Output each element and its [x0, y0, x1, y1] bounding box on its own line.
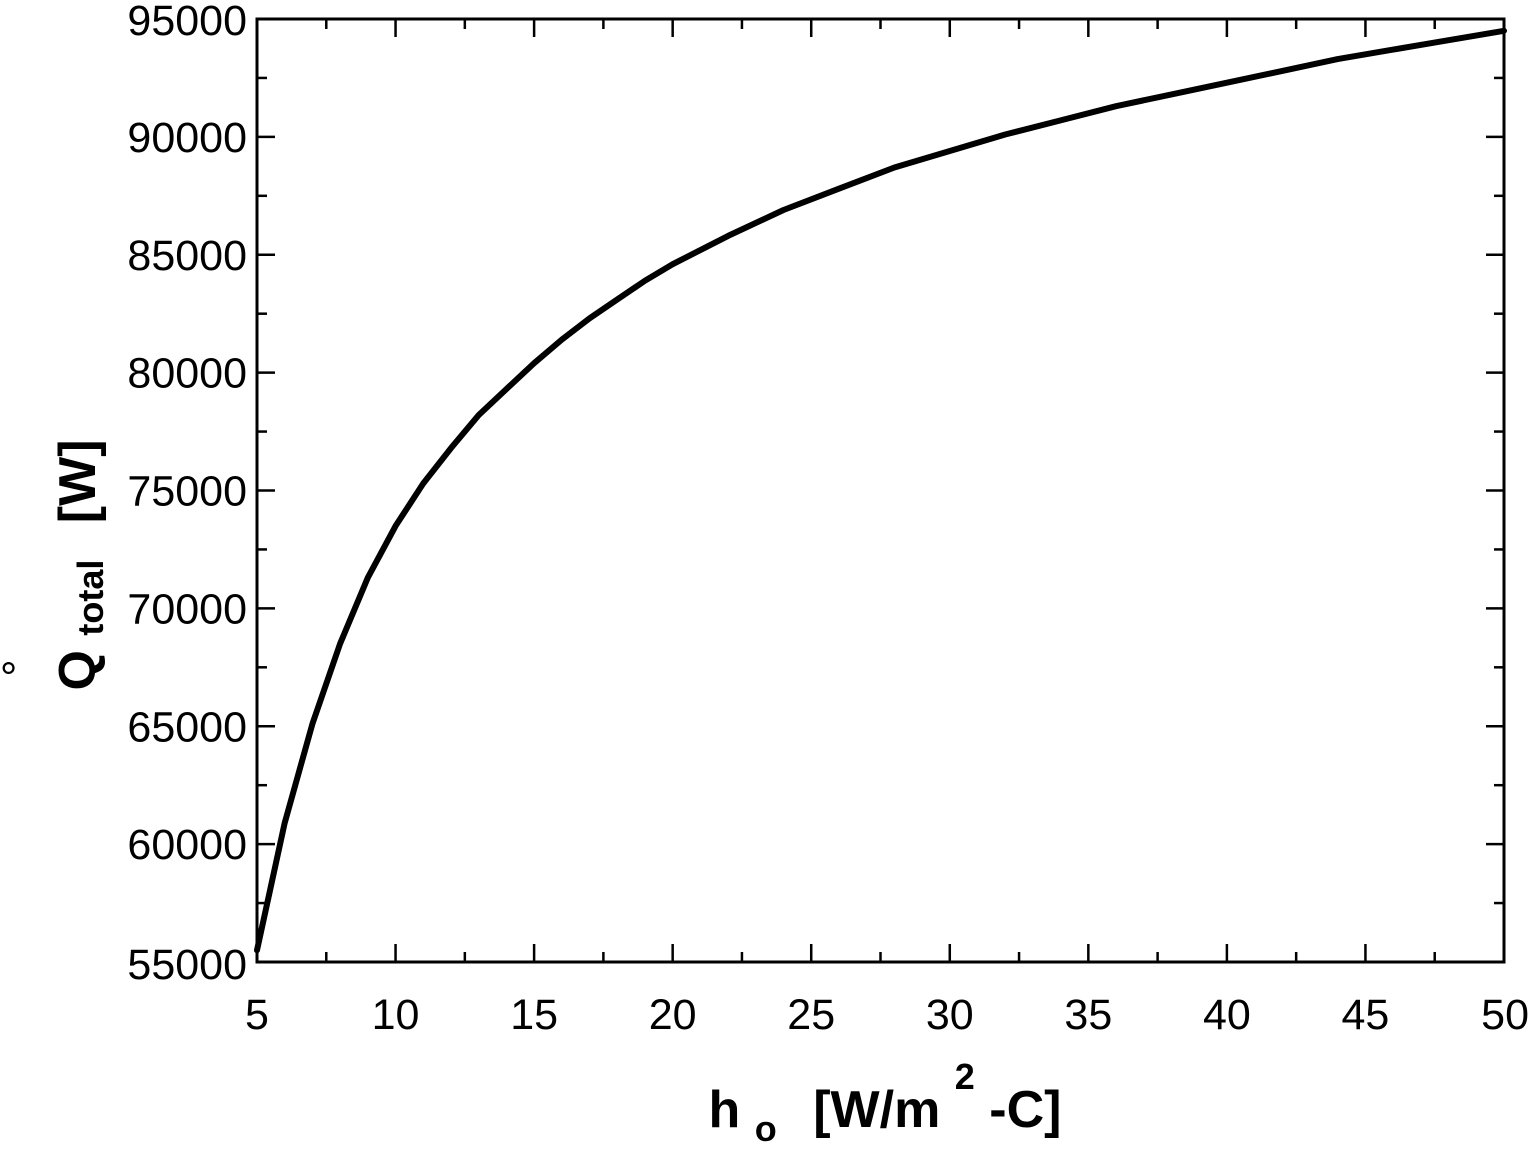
- y-tick-label: 80000: [127, 350, 247, 398]
- x-tick-label: 45: [1342, 991, 1390, 1039]
- x-tick-label: 30: [926, 991, 974, 1039]
- y-tick-label: 75000: [127, 468, 247, 516]
- y-axis-title-unit: [W]: [49, 439, 107, 523]
- y-tick-label: 85000: [127, 232, 247, 280]
- y-axis-title-subscript: total: [70, 560, 111, 636]
- x-tick-label: 5: [245, 991, 269, 1039]
- y-axis-title: Q total [W]: [49, 439, 115, 690]
- x-tick-label: 10: [372, 991, 420, 1039]
- x-tick-label: 25: [787, 991, 835, 1039]
- x-tick-label: 20: [649, 991, 697, 1039]
- x-axis-title-symbol: h: [709, 1081, 741, 1139]
- y-axis-title-dot: °: [0, 654, 17, 702]
- x-axis-title-unit: [W/m: [813, 1081, 940, 1139]
- x-axis-title-superscript: 2: [955, 1056, 975, 1097]
- series-line: [254, 27, 1507, 954]
- y-tick-label: 65000: [127, 703, 247, 751]
- y-axis-ticks: [257, 17, 1504, 964]
- y-tick-label: 70000: [127, 585, 247, 633]
- x-tick-label: 40: [1203, 991, 1251, 1039]
- y-tick-label: 90000: [127, 114, 247, 162]
- x-axis-title: h o [W/m 2 -C]: [709, 1043, 1062, 1153]
- x-tick-label: 15: [510, 991, 558, 1039]
- y-tick-label: 55000: [127, 941, 247, 989]
- y-tick-label: 60000: [127, 821, 247, 869]
- y-axis-title-symbol: Q: [49, 650, 107, 690]
- x-axis-title-subscript: o: [755, 1108, 777, 1149]
- y-tick-label: 95000: [127, 0, 247, 45]
- x-tick-label: 50: [1481, 991, 1529, 1039]
- plot-frame: [255, 17, 1506, 964]
- series-layer: [254, 27, 1507, 954]
- x-axis-tick-labels: 5 10 15 20 25 30 35 40 45 50: [245, 991, 1529, 1039]
- x-tick-label: 35: [1064, 991, 1112, 1039]
- y-axis-tick-labels: 55000 60000 65000 70000 75000 80000 85000 90000…: [127, 0, 247, 989]
- x-axis-ticks: [255, 19, 1506, 962]
- x-axis-title-unit-end: -C]: [989, 1081, 1061, 1139]
